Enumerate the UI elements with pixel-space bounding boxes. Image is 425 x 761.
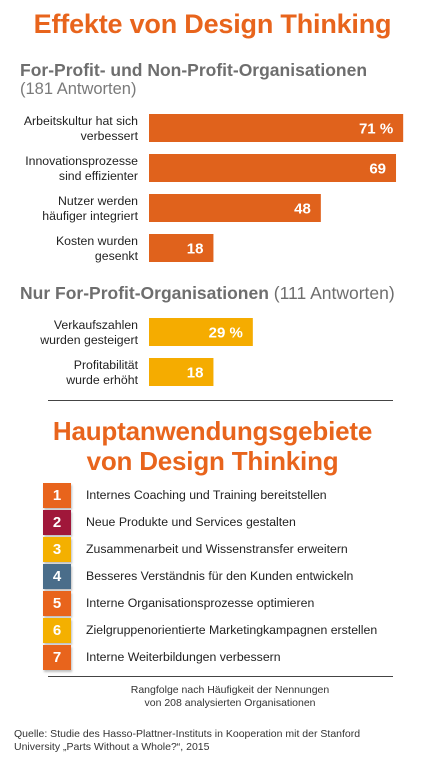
ranking-item: 2 Neue Produkte und Services gestalten	[43, 509, 403, 536]
effects-forprofit-category-label: Profitabilität wurde erhöht	[65, 358, 138, 387]
rank-number-badge: 2	[43, 510, 71, 535]
rank-number-badge: 5	[43, 591, 71, 616]
rank-label: Besseres Verständnis für den Kunden entw…	[86, 569, 354, 583]
main-title: Effekte von Design Thinking	[33, 9, 392, 39]
rank-label: Zusammenarbeit und Wissenstransfer erwei…	[86, 542, 348, 556]
effects-all-value-label: 69	[369, 161, 386, 178]
effects-all-value-label: 18	[187, 241, 204, 258]
ranking-item: 7 Interne Weiterbildungen verbessern	[43, 644, 403, 671]
effects-all-value-label: 71 %	[359, 121, 393, 138]
applications-title: Hauptanwendungsgebiete von Design Thinki…	[0, 416, 425, 476]
effects-all-category-label: Kosten wurden gesenkt	[56, 234, 139, 263]
effects-chart-forprofit: Verkaufszahlen wurden gesteigert 29 % Profi…	[39, 318, 253, 387]
section2-heading-light: (111 Antworten)	[273, 283, 395, 303]
effects-all-category-label: Innovationsprozesse sind effizienter	[25, 154, 138, 183]
source-line1: Quelle: Studie des Hasso-Plattner-Instit…	[14, 728, 361, 740]
rank-label: Zielgruppenorientierte Marketingkampagne…	[86, 623, 378, 637]
effects-forprofit-bar	[149, 318, 253, 346]
section2-heading: Nur For-Profit-Organisationen (111 Antwo…	[20, 283, 395, 304]
ranking-item: 5 Interne Organisationsprozesse optimiere…	[43, 590, 403, 617]
rank-label: Internes Coaching und Training bereitste…	[86, 488, 327, 502]
note-line2: von 208 analysierten Organisationen	[144, 697, 316, 709]
effects-all-bar	[149, 194, 321, 222]
effects-all-bar	[149, 114, 404, 142]
ranking-list: 1 Internes Coaching und Training bereitst…	[43, 482, 403, 671]
divider-bottom	[48, 676, 393, 677]
source-line2: University „Parts Without a Whole?“, 201…	[14, 741, 210, 753]
rank-label: Interne Weiterbildungen verbessern	[86, 650, 281, 664]
ranking-note: Rangfolge nach Häufigkeit der Nennungen …	[70, 684, 390, 710]
source-citation: Quelle: Studie des Hasso-Plattner-Instit…	[14, 728, 414, 754]
rank-number-badge: 6	[43, 618, 71, 643]
rank-label: Interne Organisationsprozesse optimieren	[86, 596, 315, 610]
effects-all-category-label: Arbeitskultur hat sich verbessert	[24, 114, 139, 143]
effects-all-bar	[149, 234, 214, 262]
section1-heading: For-Profit- und Non-Profit-Organisatione…	[20, 60, 368, 80]
rank-number-badge: 7	[43, 645, 71, 670]
effects-all-bar	[149, 154, 397, 182]
applications-title-line1: Hauptanwendungsgebiete	[52, 416, 373, 446]
note-line1: Rangfolge nach Häufigkeit der Nennungen	[130, 684, 330, 696]
ranking-item: 6 Zielgruppenorientierte Marketingkampagn…	[43, 617, 403, 644]
section1-subheading: (181 Antworten)	[20, 80, 137, 98]
effects-forprofit-value-label: 18	[187, 365, 204, 382]
effects-all-category-label: Nutzer werden häufiger integriert	[42, 194, 138, 223]
effects-chart-all: Arbeitskultur hat sich verbessert 71 % Inno…	[24, 114, 404, 263]
ranking-item: 3 Zusammenarbeit und Wissenstransfer erwe…	[43, 536, 403, 563]
effects-forprofit-bar	[149, 358, 214, 386]
rank-number-badge: 1	[43, 483, 71, 508]
applications-title-line2: von Design Thinking	[86, 446, 339, 476]
ranking-item: 1 Internes Coaching und Training bereitst…	[43, 482, 403, 509]
effects-forprofit-category-label: Verkaufszahlen wurden gesteigert	[39, 318, 138, 347]
rank-number-badge: 3	[43, 537, 71, 562]
section2-heading-bold: Nur For-Profit-Organisationen	[20, 283, 269, 303]
ranking-item: 4 Besseres Verständnis für den Kunden ent…	[43, 563, 403, 590]
divider-top	[48, 400, 393, 401]
rank-number-badge: 4	[43, 564, 71, 589]
rank-label: Neue Produkte und Services gestalten	[86, 515, 296, 529]
effects-all-value-label: 48	[294, 201, 311, 218]
effects-forprofit-value-label: 29 %	[209, 325, 243, 342]
